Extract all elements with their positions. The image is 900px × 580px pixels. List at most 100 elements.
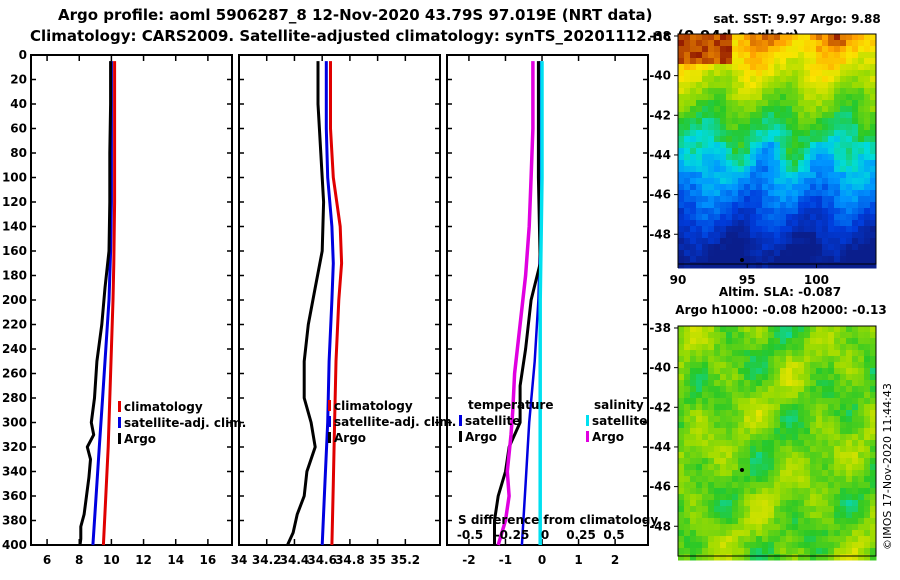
salinity-profile-xtick-label: 34.4 — [280, 553, 310, 567]
temperature-profile-xtick-label: 12 — [135, 553, 152, 567]
depth-tick-label: 360 — [2, 489, 27, 503]
legend-swatch — [586, 415, 589, 426]
salinity-diff-tick-label: 0.5 — [603, 528, 624, 542]
sla-map-image — [678, 326, 877, 561]
salinity-profile-xtick-label: 34.2 — [252, 553, 282, 567]
salinity-diff-tick-label: 0.25 — [566, 528, 596, 542]
legend-swatch — [328, 432, 331, 443]
difference-profile-xtick-label: -1 — [499, 553, 512, 567]
sst-map-title: sat. SST: 9.97 Argo: 9.88 — [713, 12, 880, 26]
temperature-profile-xtick-label: 16 — [200, 553, 217, 567]
depth-tick-label: 300 — [2, 416, 27, 430]
legend-label: satellite — [465, 414, 520, 428]
salinity-diff-axis-title: S difference from climatology — [458, 513, 658, 527]
title-line-1: Argo profile: aoml 5906287_8 12-Nov-2020… — [58, 6, 653, 24]
sst-ytick-label: -38 — [649, 29, 671, 43]
series-climatology — [329, 61, 344, 546]
legend-salinity-title: salinity — [594, 398, 644, 412]
legend-label: Argo — [465, 430, 497, 444]
depth-tick-label: 400 — [2, 538, 27, 552]
legend-label: satellite-adj. clim. — [124, 416, 246, 430]
credit-text: ©IMOS 17-Nov-2020 11:44:43 — [881, 383, 894, 550]
temperature-profile-frame — [30, 54, 233, 546]
sst-map-image — [678, 34, 877, 269]
series-argo — [286, 61, 326, 546]
depth-tick-label: 80 — [10, 146, 27, 160]
legend-label: satellite-adj. clim. — [334, 415, 456, 429]
legend-label: Argo — [124, 432, 156, 446]
sst-ytick-label: -44 — [649, 148, 671, 162]
depth-tick-label: 100 — [2, 171, 27, 185]
series-argo — [78, 61, 113, 546]
legend-label: Argo — [334, 431, 366, 445]
sst-xtick-label: 95 — [739, 273, 756, 287]
salinity-profile-xtick-label: 34.6 — [307, 553, 337, 567]
depth-tick-label: 60 — [10, 122, 27, 136]
legend-swatch — [118, 417, 121, 428]
depth-tick-label: 280 — [2, 391, 27, 405]
sst-xtick-label: 100 — [804, 273, 829, 287]
difference-profile-xtick-label: -2 — [462, 553, 475, 567]
depth-tick-label: 200 — [2, 293, 27, 307]
salinity-profile-xtick-label: 34 — [231, 553, 248, 567]
sla-ytick-label: -48 — [649, 519, 671, 533]
argo-position-marker-sla — [740, 468, 744, 472]
salinity-profile-xtick-label: 34.8 — [335, 553, 365, 567]
depth-tick-label: 120 — [2, 195, 27, 209]
salinity-diff-tick-label: 0 — [541, 528, 549, 542]
depth-tick-label: 0 — [19, 48, 27, 62]
difference-profile-xtick-label: 0 — [538, 553, 546, 567]
sla-ytick-label: -42 — [649, 400, 671, 414]
legend-swatch — [459, 431, 462, 442]
legend-swatch — [118, 433, 121, 444]
temperature-profile-xtick-label: 8 — [75, 553, 83, 567]
sla-map-subtitle: Argo h1000: -0.08 h2000: -0.13 — [675, 303, 886, 317]
depth-tick-label: 140 — [2, 220, 27, 234]
difference-profile-xtick-label: 2 — [611, 553, 619, 567]
salinity-diff-tick-label: -0.25 — [495, 528, 530, 542]
depth-tick-label: 160 — [2, 244, 27, 258]
depth-tick-label: 320 — [2, 440, 27, 454]
depth-tick-label: 240 — [2, 342, 27, 356]
series-s-argo — [496, 61, 535, 546]
legend-swatch — [328, 416, 331, 427]
sst-ytick-label: -46 — [649, 188, 671, 202]
sla-map-title: Altim. SLA: -0.087 — [719, 285, 841, 299]
legend-label: satellite — [592, 414, 647, 428]
sla-ytick-label: -46 — [649, 480, 671, 494]
legend-swatch — [118, 401, 121, 412]
depth-tick-label: 40 — [10, 97, 27, 111]
sst-ytick-label: -40 — [649, 69, 671, 83]
sla-ytick-label: -44 — [649, 440, 671, 454]
sla-ytick-label: -40 — [649, 361, 671, 375]
argo-position-marker — [740, 258, 744, 262]
sst-ytick-label: -42 — [649, 108, 671, 122]
depth-tick-label: 20 — [10, 73, 27, 87]
legend-label: Argo — [592, 430, 624, 444]
temperature-profile-xtick-label: 10 — [103, 553, 120, 567]
sst-xtick-label: 90 — [670, 273, 687, 287]
depth-tick-label: 380 — [2, 514, 27, 528]
series-satellite-adj-clim- — [320, 61, 335, 546]
sst-ytick-label: -48 — [649, 227, 671, 241]
legend-label: climatology — [334, 399, 413, 413]
temperature-profile-xtick-label: 14 — [167, 553, 184, 567]
sla-ytick-label: -38 — [649, 321, 671, 335]
salinity-diff-tick-label: -0.5 — [457, 528, 483, 542]
sla-map-image-frame — [677, 325, 877, 557]
salinity-profile-xtick-label: 35 — [369, 553, 386, 567]
legend-swatch — [586, 431, 589, 442]
legend-label: climatology — [124, 400, 203, 414]
sst-map-image-frame — [677, 33, 877, 265]
legend-swatch — [328, 400, 331, 411]
depth-tick-label: 260 — [2, 367, 27, 381]
difference-profile-xtick-label: 1 — [574, 553, 582, 567]
legend-swatch — [459, 415, 462, 426]
series-s-satellite — [538, 61, 544, 545]
depth-tick-label: 180 — [2, 269, 27, 283]
salinity-profile-xtick-label: 35.2 — [391, 553, 421, 567]
depth-tick-label: 220 — [2, 318, 27, 332]
legend-temperature-title: temperature — [468, 398, 553, 412]
depth-tick-label: 340 — [2, 465, 27, 479]
